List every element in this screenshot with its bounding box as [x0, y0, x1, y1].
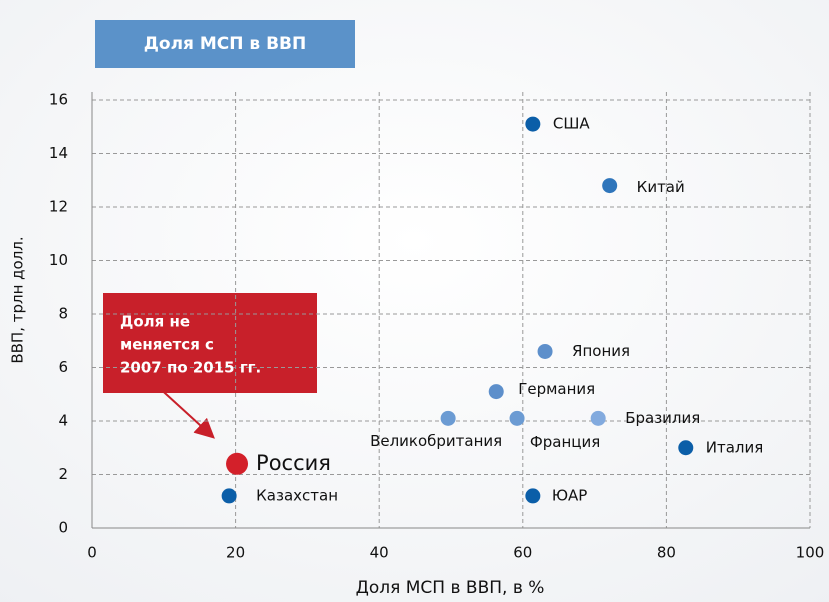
data-point	[590, 410, 606, 426]
data-point	[221, 488, 237, 504]
data-point	[602, 178, 618, 194]
y-axis-label: ВВП, трлн долл.	[9, 236, 27, 363]
x-tick-label: 60	[513, 544, 532, 562]
annotation-arrow	[154, 383, 215, 439]
point-label: Китай	[637, 178, 685, 196]
x-tick-label: 0	[87, 544, 97, 562]
y-tick-label: 8	[58, 305, 68, 323]
y-tick-label: 0	[58, 519, 68, 537]
data-point	[488, 384, 504, 400]
x-axis-label: Доля МСП в ВВП, в %	[356, 578, 545, 598]
point-label: Казахстан	[256, 486, 338, 504]
x-tick-label: 80	[657, 544, 676, 562]
y-tick-label: 2	[58, 465, 68, 483]
data-point	[678, 440, 694, 456]
annotation-text: меняется с	[120, 336, 214, 354]
point-label: ЮАР	[552, 486, 588, 504]
data-point	[537, 343, 553, 359]
y-tick-label: 10	[49, 251, 68, 269]
point-label: Германия	[518, 380, 595, 398]
y-tick-label: 6	[58, 358, 68, 376]
data-point	[440, 410, 456, 426]
point-label: Россия	[256, 451, 331, 475]
y-tick-label: 4	[58, 412, 68, 430]
x-tick-label: 40	[370, 544, 389, 562]
data-point	[525, 116, 541, 132]
point-label: Япония	[572, 342, 630, 360]
point-label: Франция	[530, 433, 600, 451]
data-point	[226, 452, 249, 475]
y-tick-label: 12	[49, 198, 68, 216]
chart-title: Доля МСП в ВВП	[144, 34, 306, 54]
data-point	[525, 488, 541, 504]
point-label: Бразилия	[625, 409, 700, 427]
point-label: Великобритания	[370, 432, 502, 450]
title-box	[95, 20, 355, 68]
annotation-box	[103, 293, 317, 393]
y-tick-label: 16	[49, 91, 68, 109]
point-label: США	[553, 115, 591, 133]
annotation-text: Доля не	[120, 313, 190, 331]
point-label: Италия	[706, 438, 764, 456]
x-tick-label: 20	[226, 544, 245, 562]
annotation-text: 2007 по 2015 гг.	[120, 359, 261, 377]
y-tick-label: 14	[49, 144, 68, 162]
data-point	[509, 410, 525, 426]
x-tick-label: 100	[796, 544, 825, 562]
